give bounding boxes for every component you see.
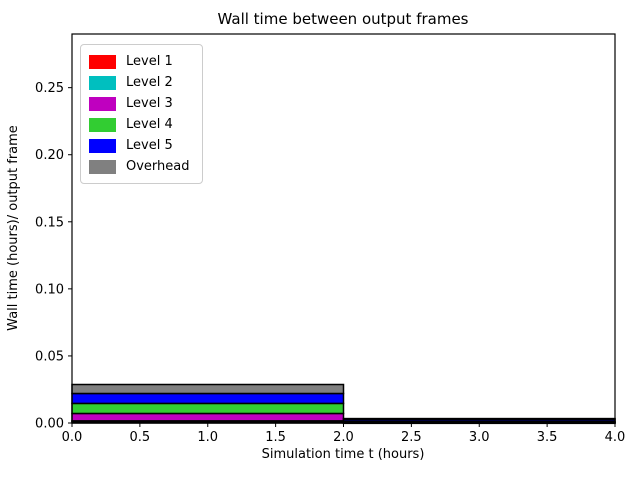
- legend-label: Level 1: [126, 54, 173, 69]
- band-overhead: [342, 417, 616, 420]
- legend-item: Overhead: [89, 156, 190, 177]
- y-tick-label: 0.15: [35, 215, 64, 230]
- legend-swatch: [89, 138, 116, 153]
- legend-item: Level 5: [89, 135, 190, 156]
- y-tick-label: 0.00: [35, 417, 64, 432]
- legend-item: Level 4: [89, 114, 190, 135]
- legend-label: Level 4: [126, 117, 173, 132]
- band-level-4: [71, 402, 345, 415]
- y-tick-label: 0.10: [35, 282, 64, 297]
- x-axis-label: Simulation time t (hours): [262, 447, 425, 462]
- band-level-3: [71, 412, 345, 422]
- legend-label: Level 5: [126, 138, 173, 153]
- x-tick-label: 3.0: [469, 430, 490, 445]
- band-level-5: [71, 392, 345, 405]
- stacked-bands: [71, 383, 616, 425]
- legend: Level 1 Level 2 Level 3 Level 4 Level 5 Overh…: [80, 44, 203, 184]
- legend-swatch: [89, 75, 116, 90]
- legend-label: Level 2: [126, 75, 173, 90]
- x-tick-label: 0.0: [62, 430, 83, 445]
- chart-title: Wall time between output frames: [218, 10, 469, 28]
- x-tick-label: 2.5: [401, 430, 422, 445]
- legend-swatch: [89, 54, 116, 69]
- x-tick-label: 0.5: [130, 430, 151, 445]
- x-tick-label: 2.0: [333, 430, 354, 445]
- band-overhead: [71, 383, 345, 395]
- x-tick-label: 3.5: [537, 430, 558, 445]
- legend-swatch: [89, 96, 116, 111]
- legend-swatch: [89, 117, 116, 132]
- legend-swatch: [89, 159, 116, 174]
- x-tick-label: 1.0: [197, 430, 218, 445]
- y-axis-label: Wall time (hours)/ output frame: [6, 125, 21, 331]
- legend-item: Level 2: [89, 72, 190, 93]
- y-tick-label: 0.05: [35, 349, 64, 364]
- legend-item: Level 1: [89, 51, 190, 72]
- legend-label: Level 3: [126, 96, 173, 111]
- y-tick-label: 0.20: [35, 148, 64, 163]
- x-tick-label: 4.0: [605, 430, 626, 445]
- legend-item: Level 3: [89, 93, 190, 114]
- legend-label: Overhead: [126, 159, 190, 174]
- y-tick-label: 0.25: [35, 81, 64, 96]
- x-tick-label: 1.5: [265, 430, 286, 445]
- axis-ticks: 0.0 0.5 1.0 1.5 2.0 2.5 3.0 3.5 4.0 0.00 0.05 0.10 0…: [35, 81, 625, 445]
